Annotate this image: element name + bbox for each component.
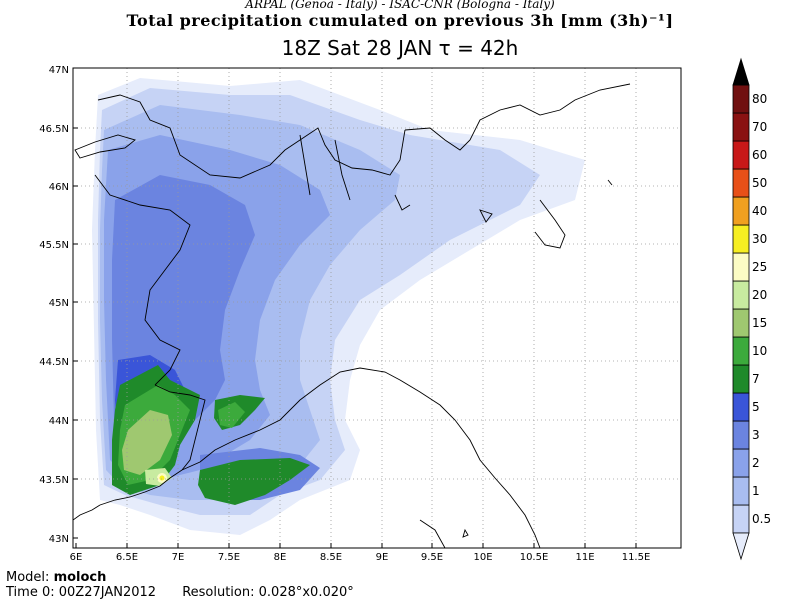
lat-label: 45.5N	[39, 240, 69, 251]
coastlines-borders	[73, 83, 631, 548]
lon-label: 8.5E	[320, 552, 342, 563]
precip-level-15b	[218, 402, 245, 428]
colorbar-segment	[732, 196, 750, 226]
colorbar-segment	[732, 224, 750, 254]
colorbar-segment	[732, 308, 750, 338]
map-gridlines	[73, 68, 681, 548]
chart-subtitle: 18Z Sat 28 JAN τ = 42h	[281, 36, 519, 60]
colorbar-label: 60	[752, 148, 767, 162]
lon-label: 6.5E	[116, 552, 138, 563]
colorbar-label: 40	[752, 204, 767, 218]
colorbar	[732, 57, 750, 561]
lat-label: 45N	[49, 298, 69, 309]
lake-maggiore	[299, 134, 311, 196]
lat-label: 44.5N	[39, 357, 69, 368]
riviera-coast	[99, 469, 183, 506]
colorbar-segment	[732, 252, 750, 282]
precip-level-20	[122, 410, 172, 475]
chart-title: Total precipitation cumulated on previou…	[126, 11, 674, 30]
colorbar-segment	[732, 364, 750, 394]
lon-label: 6E	[70, 552, 83, 563]
swiss-border-west	[97, 94, 406, 179]
coast-west	[73, 504, 101, 521]
lat-label: 46.5N	[39, 124, 69, 135]
colorbar-segment	[732, 112, 750, 142]
adriatic-coast	[534, 199, 566, 249]
colorbar-segment	[732, 476, 750, 506]
lat-label: 43.5N	[39, 475, 69, 486]
lon-label: 10E	[473, 552, 492, 563]
swiss-border-east	[404, 83, 631, 151]
colorbar-label: 1	[752, 484, 760, 498]
lon-label: 9E	[376, 552, 389, 563]
precip-level-10b	[198, 458, 310, 505]
model-label: Model:	[6, 570, 50, 585]
lon-label: 7E	[172, 552, 185, 563]
axis-ticks	[73, 67, 637, 548]
lat-labels: 47N 46.5N 46N 45.5N 45N 44.5N 44N 43.5N …	[39, 65, 69, 545]
small-island	[479, 209, 493, 223]
colorbar-segment	[732, 140, 750, 170]
time-value: 00Z27JAN2012	[58, 585, 157, 600]
colorbar-label: 0.5	[752, 512, 771, 526]
model-value: moloch	[53, 570, 107, 585]
colorbar-label: 5	[752, 400, 760, 414]
map-frame	[72, 67, 682, 549]
colorbar-label: 25	[752, 260, 767, 274]
lake-geneva	[74, 134, 136, 159]
colorbar-label: 80	[752, 92, 767, 106]
footer-model: Model: moloch	[6, 570, 106, 585]
colorbar-max-triangle	[732, 57, 750, 86]
time-label: Time 0:	[6, 585, 55, 600]
colorbar-label: 70	[752, 120, 767, 134]
lon-label: 11E	[575, 552, 594, 563]
corsica-tip	[419, 519, 446, 548]
resolution-value: 0.028°x0.020°	[258, 585, 354, 600]
colorbar-labels: 80 70 60 50 40 30 25 20 15 10 7 5 3 2 1 …	[752, 92, 771, 526]
colorbar-label: 20	[752, 288, 767, 302]
lat-label: 44N	[49, 416, 69, 427]
lon-label: 7.5E	[218, 552, 240, 563]
colorbar-segment	[732, 420, 750, 450]
ligurian-coast	[181, 367, 541, 548]
colorbar-segment	[732, 504, 750, 534]
lat-label: 47N	[49, 65, 69, 76]
colorbar-label: 2	[752, 456, 760, 470]
colorbar-segment	[732, 84, 750, 114]
colorbar-min-triangle	[732, 532, 750, 561]
colorbar-label: 50	[752, 176, 767, 190]
resolution-label: Resolution:	[182, 585, 255, 600]
precip-field	[92, 78, 585, 535]
lake-garda	[394, 194, 411, 211]
colorbar-label: 10	[752, 344, 767, 358]
italy-border-south	[154, 384, 206, 471]
alpine-border	[94, 174, 191, 386]
island-capraia	[462, 528, 469, 538]
lon-label: 10.5E	[520, 552, 549, 563]
footer-time: Time 0: 00Z27JAN2012 Resolution: 0.028°x…	[6, 585, 354, 600]
lake-como	[334, 139, 351, 201]
colorbar-segment	[732, 448, 750, 478]
colorbar-segment	[732, 392, 750, 422]
small-island-2	[607, 179, 613, 186]
lon-labels: 6E 6.5E 7E 7.5E 8E 8.5E 9E 9.5E 10E 10.5…	[70, 552, 651, 563]
colorbar-label: 7	[752, 372, 760, 386]
colorbar-label: 15	[752, 316, 767, 330]
colorbar-segment	[732, 280, 750, 310]
colorbar-label: 30	[752, 232, 767, 246]
lat-label: 43N	[49, 534, 69, 545]
lon-label: 11.5E	[622, 552, 651, 563]
lon-label: 9.5E	[421, 552, 443, 563]
colorbar-segment	[732, 168, 750, 198]
colorbar-segment	[732, 336, 750, 366]
colorbar-label: 3	[752, 428, 760, 442]
lon-label: 8E	[274, 552, 287, 563]
lat-label: 46N	[49, 182, 69, 193]
credits-line: ARPAL (Genoa - Italy) - ISAC-CNR (Bologn…	[245, 0, 555, 11]
